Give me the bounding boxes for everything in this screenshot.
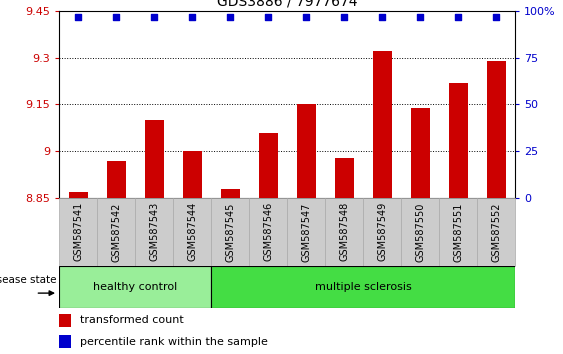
Text: GSM587551: GSM587551 (453, 202, 463, 262)
Text: GSM587546: GSM587546 (263, 202, 273, 262)
Point (415, 14, 425, 20)
Bar (211, 198, 249, 266)
Point (111, 14, 120, 20)
Point (226, 14, 235, 20)
Text: GSM587544: GSM587544 (187, 202, 197, 262)
Point (263, 14, 272, 20)
Text: GSM587549: GSM587549 (377, 202, 387, 262)
Text: GSM587543: GSM587543 (149, 202, 159, 262)
Bar (410, 108, 430, 198)
Bar (287, 198, 325, 266)
Bar (182, 151, 202, 198)
Text: multiple sclerosis: multiple sclerosis (315, 282, 412, 292)
Bar (334, 158, 354, 198)
Point (302, 14, 311, 20)
Text: GSM587541: GSM587541 (73, 202, 83, 262)
Point (378, 14, 387, 20)
Bar (69, 192, 88, 198)
Bar (439, 198, 477, 266)
Bar (258, 132, 278, 198)
Bar (249, 198, 287, 266)
Bar (221, 189, 240, 198)
Bar (401, 198, 439, 266)
Text: GSM587552: GSM587552 (491, 202, 501, 262)
Bar (449, 82, 468, 198)
Point (74, 14, 83, 20)
Point (150, 14, 159, 20)
Point (187, 14, 196, 20)
Bar (325, 198, 363, 266)
Text: disease state: disease state (0, 275, 56, 285)
Bar (477, 198, 515, 266)
Text: percentile rank within the sample: percentile rank within the sample (79, 337, 267, 347)
Text: GSM587547: GSM587547 (301, 202, 311, 262)
Bar (297, 104, 316, 198)
Bar (97, 198, 135, 266)
Bar (363, 198, 401, 266)
Text: GSM587542: GSM587542 (111, 202, 121, 262)
Bar (59, 335, 70, 348)
Bar (106, 161, 126, 198)
Bar (173, 198, 211, 266)
Title: GDS3886 / 7977674: GDS3886 / 7977674 (217, 0, 358, 8)
Text: healthy control: healthy control (93, 282, 177, 292)
Bar (145, 120, 164, 198)
Bar (373, 51, 392, 198)
Point (491, 14, 501, 20)
Bar (59, 314, 70, 327)
Point (339, 14, 348, 20)
Bar (135, 198, 173, 266)
Text: GSM587545: GSM587545 (225, 202, 235, 262)
Bar (211, 266, 515, 308)
Point (454, 14, 463, 20)
Bar (486, 61, 506, 198)
Text: GSM587548: GSM587548 (339, 202, 349, 262)
Bar (59, 198, 97, 266)
Text: GSM587550: GSM587550 (415, 202, 425, 262)
Bar (59, 266, 211, 308)
Text: transformed count: transformed count (79, 315, 184, 325)
